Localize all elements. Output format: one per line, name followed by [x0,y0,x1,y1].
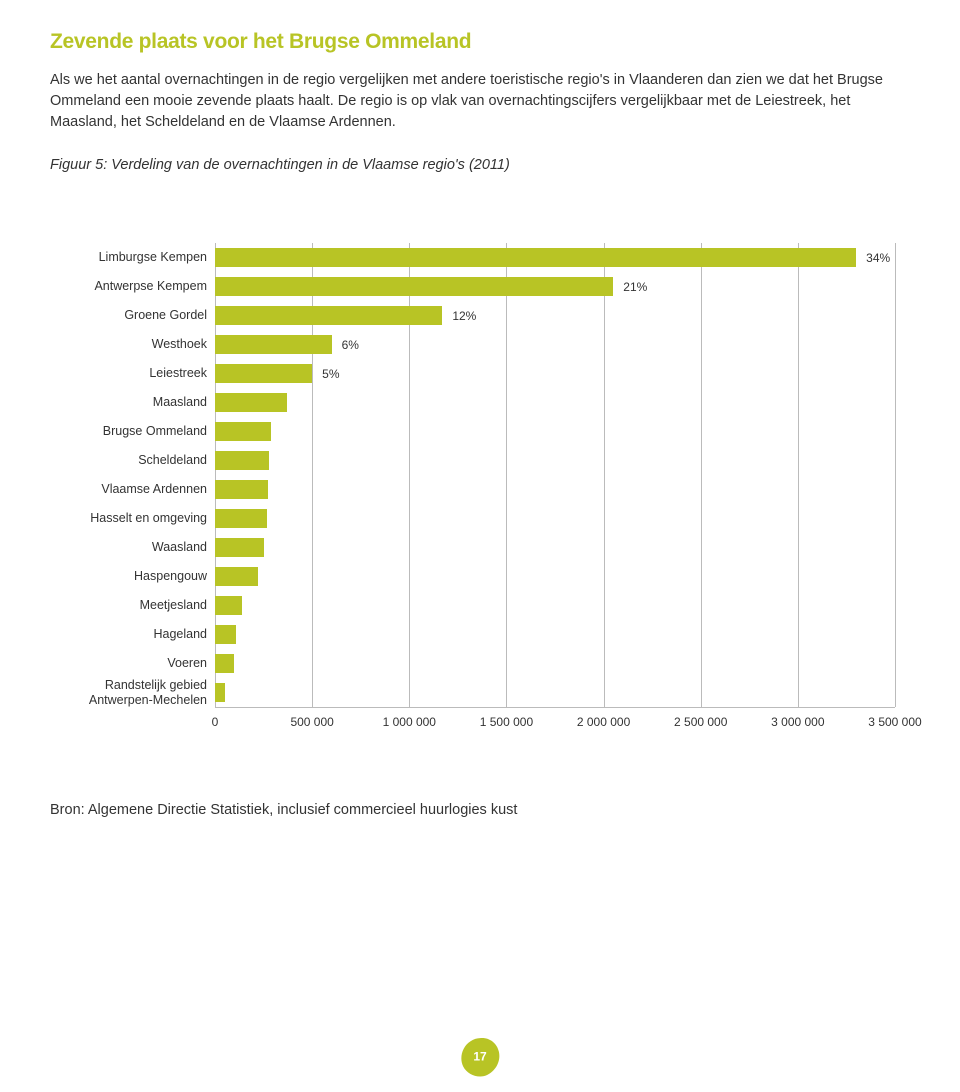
x-tick-label: 1 000 000 [383,715,436,729]
value-label: 6% [342,338,359,352]
chart-row: Haspengouw [60,562,895,591]
bar: 21% [215,277,613,296]
figure-caption: Figuur 5: Verdeling van de overnachtinge… [50,157,910,173]
category-label: Randstelijk gebied Antwerpen-Mechelen [60,678,215,707]
bar [215,480,268,499]
bar [215,538,264,557]
bar [215,683,225,702]
x-tick-label: 3 000 000 [771,715,824,729]
bar [215,509,267,528]
bar-chart: 0 500 000 1 000 000 1 500 000 2 000 000 2 500… [60,243,910,747]
chart-row: Groene Gordel12% [60,301,895,330]
plot-area [215,591,895,620]
category-label: Brugse Ommeland [60,424,215,438]
chart-row: Limburgse Kempen34% [60,243,895,272]
category-label: Limburgse Kempen [60,250,215,264]
category-label: Groene Gordel [60,308,215,322]
category-label: Haspengouw [60,569,215,583]
value-label: 34% [866,251,890,265]
x-tick-label: 2 000 000 [577,715,630,729]
category-label: Hasselt en omgeving [60,511,215,525]
bar: 34% [215,248,856,267]
plot-area: 6% [215,330,895,359]
chart-row: Brugse Ommeland [60,417,895,446]
x-tick-label: 1 500 000 [480,715,533,729]
page-title: Zevende plaats voor het Brugse Ommeland [50,30,910,54]
chart-row: Randstelijk gebied Antwerpen-Mechelen [60,678,895,707]
category-label: Leiestreek [60,366,215,380]
intro-paragraph: Als we het aantal overnachtingen in de r… [50,70,910,133]
chart-row: Meetjesland [60,591,895,620]
chart-row: Maasland [60,388,895,417]
plot-area: 21% [215,272,895,301]
bar [215,654,234,673]
x-tick-label: 0 [212,715,219,729]
value-label: 5% [322,367,339,381]
plot-area: 12% [215,301,895,330]
category-label: Meetjesland [60,598,215,612]
page-badge: 17 [459,1036,501,1078]
category-label: Westhoek [60,337,215,351]
plot-area [215,475,895,504]
plot-area [215,678,895,707]
value-label: 21% [623,280,647,294]
chart-row: Leiestreek5% [60,359,895,388]
category-label: Maasland [60,395,215,409]
bar [215,625,236,644]
chart-row: Hageland [60,620,895,649]
x-axis [215,707,895,708]
plot-area [215,504,895,533]
x-tick-label: 500 000 [290,715,333,729]
bar: 6% [215,335,332,354]
chart-row: Scheldeland [60,446,895,475]
bar [215,567,258,586]
plot-area [215,562,895,591]
chart-row: Vlaamse Ardennen [60,475,895,504]
x-tick-label: 2 500 000 [674,715,727,729]
category-label: Voeren [60,656,215,670]
plot-area [215,388,895,417]
bar: 5% [215,364,312,383]
plot-area [215,446,895,475]
plot-area: 5% [215,359,895,388]
bar [215,422,271,441]
chart-row: Hasselt en omgeving [60,504,895,533]
plot-area: 34% [215,243,895,272]
x-tick-label: 3 500 000 [868,715,921,729]
chart-row: Antwerpse Kempem21% [60,272,895,301]
bar: 12% [215,306,442,325]
category-label: Antwerpse Kempem [60,279,215,293]
value-label: 12% [452,309,476,323]
bar [215,596,242,615]
source-text: Bron: Algemene Directie Statistiek, incl… [50,802,910,818]
plot-area [215,649,895,678]
chart-row: Voeren [60,649,895,678]
category-label: Hageland [60,627,215,641]
chart-row: Waasland [60,533,895,562]
chart-row: Westhoek6% [60,330,895,359]
category-label: Vlaamse Ardennen [60,482,215,496]
category-label: Scheldeland [60,453,215,467]
bar [215,451,269,470]
bar [215,393,287,412]
gridline [895,243,896,707]
category-label: Waasland [60,540,215,554]
page-number: 17 [473,1050,486,1064]
plot-area [215,417,895,446]
plot-area [215,533,895,562]
plot-area [215,620,895,649]
